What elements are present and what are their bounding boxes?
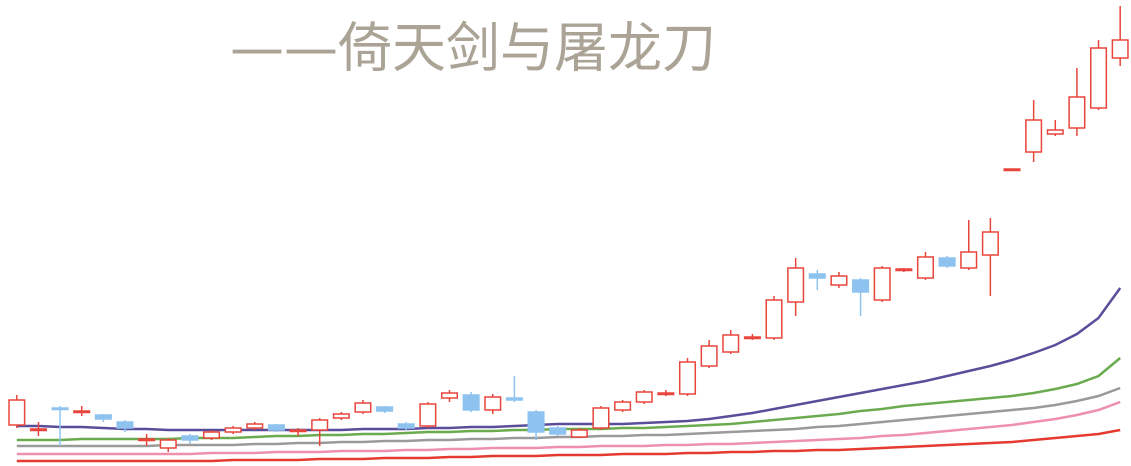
candle-body [743, 336, 761, 340]
candle-body [657, 392, 675, 396]
candle-body [1046, 129, 1064, 135]
candle-body [787, 267, 805, 303]
candle-body [29, 428, 47, 432]
candle-body [830, 275, 848, 286]
moving-average-line [16, 428, 1121, 463]
chart-title: ——倚天剑与屠龙刀 [230, 17, 716, 80]
candle-body [873, 267, 891, 301]
candle-body [808, 273, 826, 279]
candle-body [765, 299, 783, 339]
candle-body [440, 392, 459, 399]
candle-body [73, 410, 91, 414]
candle-body [224, 427, 242, 433]
candle-body [505, 397, 523, 401]
candle-body [678, 361, 697, 395]
candle-body [981, 231, 999, 256]
candle-body [484, 396, 502, 411]
candle-body [895, 268, 913, 272]
candle-body [354, 402, 372, 413]
candle-body [116, 421, 134, 429]
candle-body [700, 345, 718, 367]
candle-body [635, 391, 653, 403]
candle-body [311, 419, 329, 431]
candle-body [527, 411, 545, 433]
candle-body [462, 394, 480, 411]
candle-body [376, 406, 394, 412]
candle-body [267, 424, 285, 431]
candle-body [397, 423, 415, 429]
moving-average-line [16, 357, 1121, 442]
candle-body [202, 431, 221, 439]
candle-body [181, 435, 199, 441]
moving-average-line [16, 400, 1121, 456]
candle-body [289, 429, 307, 433]
candle-body [246, 423, 264, 429]
candle-body [592, 407, 610, 429]
candle-body [419, 403, 437, 427]
candle-body [332, 413, 350, 419]
candle-body [938, 257, 956, 267]
moving-average-line [16, 287, 1122, 432]
candle-body [549, 427, 567, 435]
candle-body [614, 401, 632, 411]
candle-body [960, 251, 978, 269]
candle-body [1003, 168, 1021, 172]
moving-average-line [16, 386, 1121, 448]
candle-body [1025, 119, 1043, 153]
candle-body [94, 414, 112, 420]
candle-body [1090, 47, 1108, 109]
candle-body [570, 429, 588, 438]
candle-body [51, 407, 69, 411]
candle-body [1111, 39, 1129, 59]
candle-body [916, 256, 935, 279]
candle-body [722, 334, 740, 353]
candle-body [8, 399, 26, 426]
candle-body [138, 438, 156, 442]
candle-body [159, 439, 177, 449]
candle-body [1068, 96, 1086, 129]
candle-body [852, 279, 870, 293]
